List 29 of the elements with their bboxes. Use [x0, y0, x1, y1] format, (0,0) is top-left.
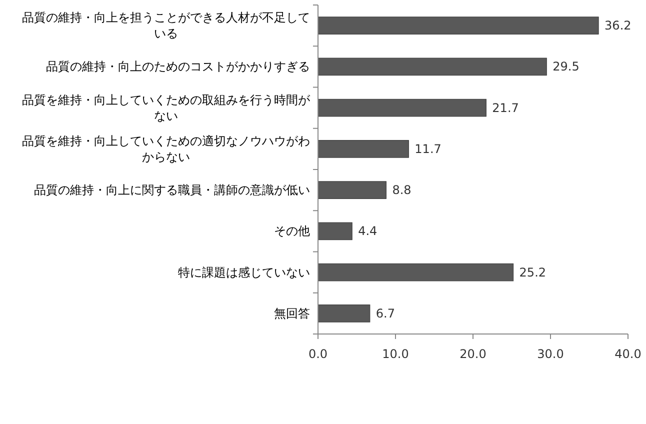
- data-label: 4.4: [358, 224, 378, 238]
- data-label: 21.7: [492, 100, 519, 115]
- x-tick-label: 20.0: [460, 347, 486, 361]
- bar: [318, 222, 352, 240]
- data-label: 11.7: [414, 142, 442, 156]
- bar: [318, 16, 599, 34]
- bar: [318, 140, 409, 158]
- bar: [318, 58, 547, 76]
- y-tick-label: その他: [274, 224, 310, 238]
- data-label: 36.2: [604, 18, 632, 33]
- x-tick-label: 40.0: [614, 347, 642, 361]
- data-label: 6.7: [376, 306, 396, 320]
- bar: [318, 181, 386, 199]
- data-label: 8.8: [392, 183, 412, 198]
- y-tick-label: 無回答: [274, 306, 310, 320]
- x-tick-label: 30.0: [537, 347, 564, 361]
- x-tick-label: 10.0: [382, 347, 409, 361]
- data-label: 29.5: [552, 60, 580, 74]
- y-tick-label: 品質の維持・向上に関する職員・講師の意識が低い: [34, 183, 310, 198]
- y-tick-label: 品質を維持・向上していくための適切なノウハウがわからない: [22, 134, 310, 164]
- bar: [318, 304, 370, 322]
- y-tick-label: 特に課題は感じていない: [178, 265, 310, 280]
- data-label: 25.2: [519, 265, 546, 280]
- y-tick-label: 品質の維持・向上を担うことができる人材が不足している: [22, 10, 310, 41]
- y-tick-label: 品質を維持・向上していくための取組みを行う時間がない: [22, 92, 311, 123]
- x-tick-label: 0.0: [308, 347, 328, 361]
- bar: [318, 263, 514, 282]
- y-tick-label: 品質の維持・向上のためのコストがかかりすぎる: [46, 60, 310, 74]
- bar: [318, 98, 486, 117]
